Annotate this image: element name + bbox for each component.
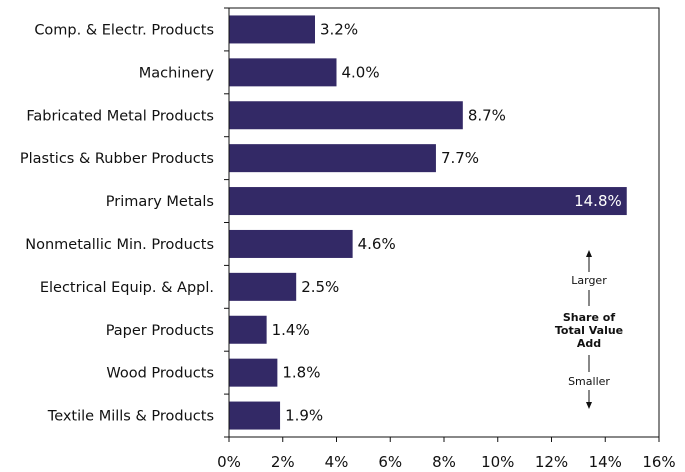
x-tick-label: 10% — [481, 453, 514, 471]
bar — [229, 58, 337, 87]
category-label: Textile Mills & Products — [47, 409, 214, 425]
category-label: Fabricated Metal Products — [26, 108, 214, 124]
legend-title-line-2: Total Value — [555, 324, 623, 337]
x-tick-label: 12% — [535, 453, 568, 471]
legend-title-line-3: Add — [577, 337, 601, 350]
x-tick-label: 8% — [432, 453, 456, 471]
data-label: 1.4% — [272, 321, 310, 339]
category-label: Primary Metals — [106, 194, 214, 210]
x-tick-label: 0% — [217, 453, 241, 471]
value-labels: 3.2% 4.0% 8.7% 7.7% 14.8% 4.6% 2.5% 1.4% 1.8% 1.9… — [272, 20, 622, 424]
data-label: 3.2% — [320, 20, 358, 38]
axes — [224, 7, 660, 442]
bar — [229, 187, 627, 216]
data-label: 1.9% — [285, 407, 323, 425]
category-label: Wood Products — [106, 366, 214, 382]
x-tick-label: 6% — [378, 453, 402, 471]
bar — [229, 272, 297, 301]
category-label: Comp. & Electr. Products — [34, 22, 214, 38]
data-label: 7.7% — [441, 149, 479, 167]
category-label: Machinery — [139, 65, 215, 81]
x-tick-label: 2% — [271, 453, 295, 471]
legend-smaller-label: Smaller — [568, 375, 610, 388]
legend-up-arrow-icon — [586, 250, 592, 257]
data-label: 1.8% — [282, 364, 320, 382]
bar — [229, 358, 278, 387]
legend-title-line-1: Share of — [563, 311, 615, 324]
category-label: Nonmetallic Min. Products — [25, 237, 214, 253]
data-label: 4.0% — [342, 63, 380, 81]
data-label: 4.6% — [358, 235, 396, 253]
legend-larger-label: Larger — [571, 274, 607, 287]
x-tick-label: 4% — [325, 453, 349, 471]
category-label: Plastics & Rubber Products — [20, 151, 214, 167]
legend-down-arrow-icon — [586, 402, 592, 409]
bars-group — [229, 15, 627, 430]
data-label: 8.7% — [468, 106, 506, 124]
bar — [229, 101, 463, 130]
category-labels: Comp. & Electr. Products Machinery Fabrica… — [20, 22, 215, 424]
x-tick-labels: 0% 2% 4% 6% 8% 10% 12% 14% 16% — [217, 453, 676, 471]
category-label: Electrical Equip. & Appl. — [40, 280, 214, 296]
bar — [229, 315, 267, 344]
bar — [229, 15, 315, 44]
x-tick-label: 16% — [642, 453, 675, 471]
x-tick-label: 14% — [589, 453, 622, 471]
data-label: 2.5% — [301, 278, 339, 296]
data-label: 14.8% — [574, 192, 622, 210]
bar — [229, 229, 353, 258]
category-label: Paper Products — [106, 323, 214, 339]
bar — [229, 401, 281, 430]
size-legend: Larger Share of Total Value Add Smaller — [555, 250, 623, 409]
bar — [229, 144, 436, 173]
